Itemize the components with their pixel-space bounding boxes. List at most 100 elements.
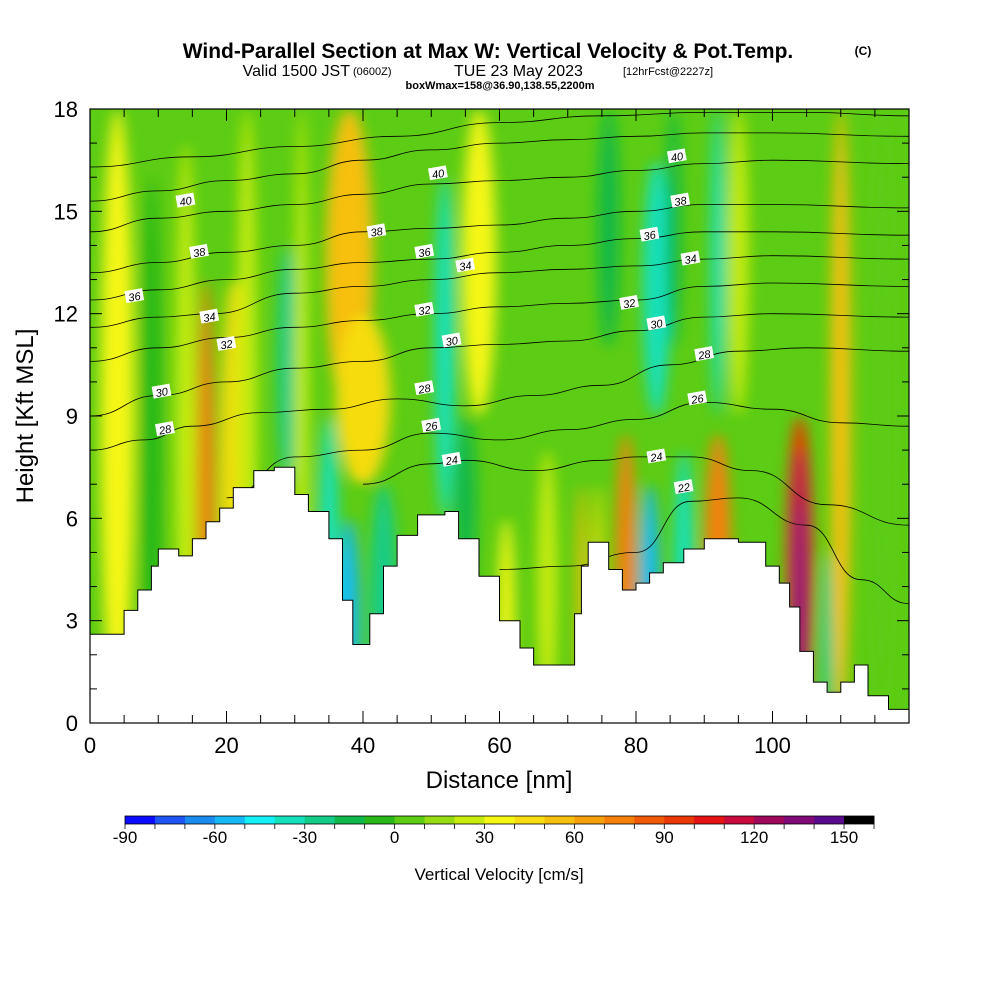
theta-contour-32 [90, 282, 909, 362]
colorbar-tick-label: 30 [475, 828, 494, 847]
theta-label-40: 40 [175, 192, 196, 209]
theta-label-text: 38 [673, 195, 688, 209]
theta-label-text: 40 [179, 195, 194, 209]
theta-label-text: 32 [220, 338, 234, 352]
theta-label-36: 36 [639, 226, 660, 243]
theta-contour-30 [90, 313, 909, 417]
theta-label-34: 34 [680, 250, 701, 267]
theta-label-text: 30 [155, 386, 170, 400]
theta-label-22: 22 [673, 479, 694, 496]
colorbar-tick-label: 0 [390, 828, 399, 847]
theta-contour-36 [90, 231, 909, 301]
theta-label-24: 24 [441, 451, 462, 468]
w-column-15 [461, 109, 497, 416]
valid-utc: (0600Z) [353, 66, 392, 78]
theta-contour-unlabeled-10 [90, 132, 909, 202]
x-tick-label: 40 [351, 733, 375, 758]
theta-label-text: 30 [650, 318, 665, 332]
theta-label-28: 28 [155, 421, 175, 438]
theta-label-text: 24 [649, 451, 664, 465]
theta-label-text: 26 [690, 393, 706, 407]
x-tick-label: 100 [754, 733, 791, 758]
plot-area: 40 38 36 34 32 30 28 40 38 36 34 32 30 28 26 24 40 38 36 34… [90, 109, 909, 723]
theta-label-26: 26 [687, 390, 708, 407]
x-tick-label: 80 [624, 733, 648, 758]
colorbar-tick-label: 120 [740, 828, 768, 847]
theta-label-text: 22 [676, 482, 691, 496]
colorbar-swatch [154, 816, 186, 824]
terrain-mask [90, 466, 909, 723]
x-tick-label: 60 [487, 733, 511, 758]
theta-label-text: 34 [202, 311, 216, 325]
theta-label-text: 36 [643, 229, 658, 243]
theta-contour-38 [90, 204, 909, 274]
colorbar-swatch [214, 816, 246, 824]
theta-label-32: 32 [619, 294, 639, 311]
theta-label-text: 28 [417, 383, 433, 397]
w-column-28 [728, 109, 749, 416]
y-tick-label: 6 [66, 506, 78, 531]
w-column-34 [868, 109, 896, 710]
colorbar-swatch [125, 816, 156, 824]
colorbar-swatch [754, 816, 785, 824]
max-w-info: boxWmax=158@36.90,138.55,2200m [406, 80, 595, 92]
colorbar-swatch [184, 816, 216, 824]
colorbar-tick-label: -60 [203, 828, 228, 847]
colorbar-swatch [664, 816, 695, 824]
w-column-27 [711, 109, 725, 416]
y-axis-label: Height [Kft MSL] [12, 329, 39, 504]
theta-label-38: 38 [189, 243, 209, 260]
x-axis-ticks: 0 20 40 60 80 100 [84, 109, 910, 758]
colorbar-title: Vertical Velocity [cm/s] [414, 865, 583, 884]
theta-label-text: 26 [423, 420, 439, 434]
theta-label-text: 38 [192, 246, 207, 260]
y-tick-label: 3 [66, 609, 78, 634]
chart-title: Wind-Parallel Section at Max W: Vertical… [183, 40, 794, 63]
theta-contour-unlabeled-11 [90, 111, 909, 168]
colorbar: -90 -60 -30 0 30 60 90 120 150 [113, 815, 875, 847]
x-tick-label: 0 [84, 733, 96, 758]
colorbar-swatch [634, 816, 665, 824]
theta-label-26: 26 [421, 417, 442, 434]
theta-label-30: 30 [151, 383, 172, 400]
theta-contour-labels: 40 38 36 34 32 30 28 40 38 36 34 32 30 28 26 24 40 38 36 34… [124, 148, 715, 496]
theta-label-30: 30 [646, 315, 667, 332]
theta-label-text: 38 [370, 226, 385, 240]
theta-label-text: 34 [684, 253, 698, 267]
valid-time: Valid 1500 JST [243, 63, 351, 80]
colorbar-swatch [484, 816, 515, 824]
y-tick-label: 15 [54, 199, 78, 224]
theta-label-40: 40 [428, 165, 448, 182]
x-tick-label: 20 [214, 733, 238, 758]
w-column-17 [537, 450, 558, 710]
x-axis-label: Distance [nm] [426, 767, 573, 794]
colorbar-tick-label: 60 [565, 828, 584, 847]
theta-label-34: 34 [455, 257, 476, 274]
colorbar-swatch [514, 816, 545, 824]
colorbar-swatch [454, 816, 485, 824]
w-column-11 [335, 313, 391, 485]
theta-label-text: 32 [622, 297, 636, 311]
colorbar-tick-label: 90 [655, 828, 674, 847]
colorbar-swatch [814, 816, 845, 824]
colorbar-swatch [724, 816, 755, 824]
theta-label-36: 36 [124, 288, 145, 305]
theta-label-text: 30 [445, 335, 460, 349]
colorbar-swatch [844, 816, 875, 824]
w-column-32 [820, 552, 834, 710]
theta-contour-28 [90, 347, 909, 451]
theta-label-32: 32 [414, 301, 435, 318]
colorbar-swatch [334, 816, 366, 824]
theta-label-text: 40 [670, 151, 685, 165]
colorbar-swatch [304, 816, 336, 824]
w-column-24 [666, 109, 681, 348]
copyright-mark: (C) [855, 44, 872, 58]
w-column-33 [830, 109, 851, 710]
colorbar-swatch [364, 816, 396, 824]
theta-label-30: 30 [441, 332, 462, 349]
y-tick-label: 9 [66, 404, 78, 429]
colorbar-swatch [694, 816, 725, 824]
colorbar-swatch [544, 816, 575, 824]
